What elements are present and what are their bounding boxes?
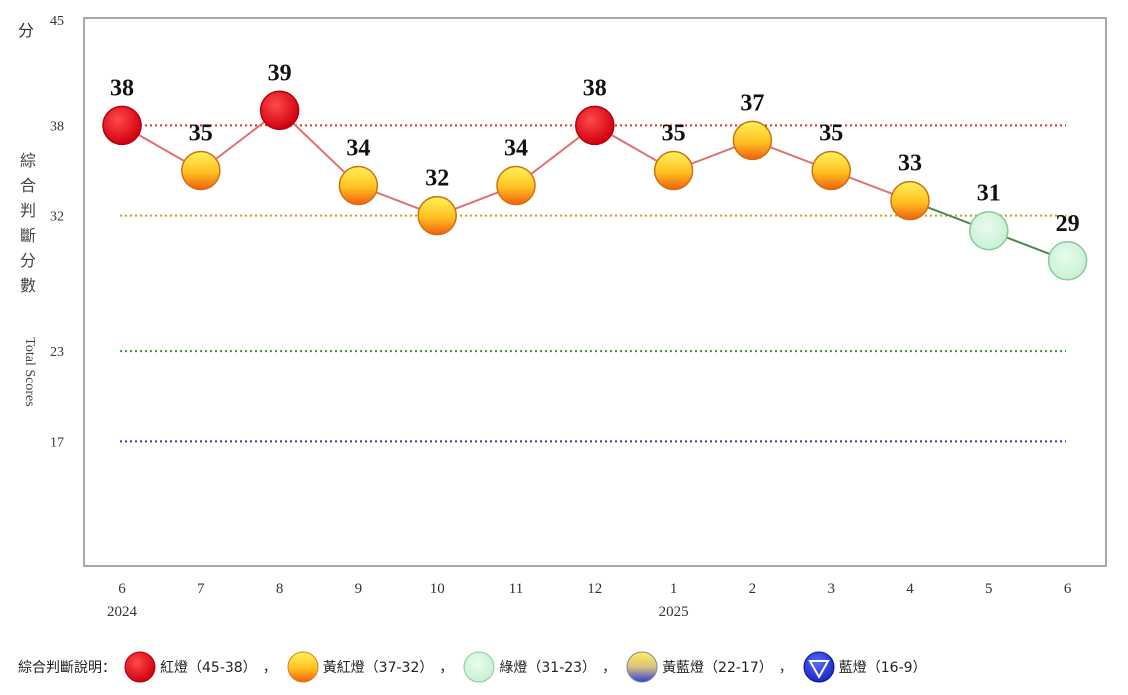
x-year-label: 2025 xyxy=(659,604,689,620)
data-point-light xyxy=(653,150,694,191)
legend-item-yellow-red: 黃紅燈（37-32） xyxy=(285,650,434,684)
score-series: 38 35 39 34 32 34 38 35 37 35 33 31 29 xyxy=(102,60,1088,281)
data-point-light xyxy=(811,150,851,191)
y-tick-label: 17 xyxy=(50,435,64,450)
legend-label-blue: 藍燈（16-9） xyxy=(838,660,927,676)
data-label: 37 xyxy=(740,90,764,116)
data-point-light xyxy=(732,120,773,161)
data-label: 35 xyxy=(819,121,843,147)
data-point-light xyxy=(181,150,221,191)
yellow-red-light-icon xyxy=(287,651,319,683)
data-point-light xyxy=(102,105,142,146)
data-point-light xyxy=(259,90,300,131)
legend-item-green: 綠燈（31-23） xyxy=(461,650,596,684)
legend-label-red: 紅燈（45-38） xyxy=(160,660,257,676)
x-tick-label: 6 xyxy=(1064,581,1072,597)
x-tick-label: 7 xyxy=(197,581,205,597)
data-label: 34 xyxy=(504,136,528,162)
legend-item-red: 紅燈（45-38） xyxy=(122,650,257,684)
x-tick-label: 3 xyxy=(827,581,835,597)
data-label: 38 xyxy=(583,75,607,101)
data-label: 35 xyxy=(662,121,686,147)
data-point-light xyxy=(338,165,379,206)
y-axis-label-char: 斷 xyxy=(20,226,36,245)
legend-label-yellow-red: 黃紅燈（37-32） xyxy=(322,660,434,676)
y-tick-label: 23 xyxy=(50,345,64,360)
data-point-light xyxy=(890,180,930,221)
x-tick-label: 4 xyxy=(906,581,914,597)
x-tick-label: 8 xyxy=(276,581,284,597)
legend-item-blue: 藍燈（16-9） xyxy=(801,650,927,684)
data-label: 39 xyxy=(268,60,292,86)
y-axis-label-char: 數 xyxy=(20,276,36,295)
data-label: 29 xyxy=(1056,211,1080,237)
data-point-light xyxy=(969,210,1009,251)
x-tick-label: 10 xyxy=(430,581,445,597)
data-label: 32 xyxy=(425,166,449,192)
legend-label-green: 綠燈（31-23） xyxy=(499,660,597,676)
data-label: 38 xyxy=(110,75,134,101)
y-tick-label: 32 xyxy=(50,210,64,225)
data-label: 33 xyxy=(898,151,922,177)
y-axis-label-char: 分 xyxy=(20,251,36,270)
data-point-light xyxy=(1047,241,1088,281)
data-label: 31 xyxy=(977,181,1001,207)
legend-separator: ， xyxy=(439,660,454,676)
y-unit-label: 分 xyxy=(18,21,34,40)
legend-title: 綜合判斷說明： xyxy=(18,660,116,676)
x-tick-label: 12 xyxy=(587,581,602,597)
data-label: 35 xyxy=(189,121,213,147)
y-axis-ticks: 45 38 32 23 17 xyxy=(50,14,64,450)
y-axis-label-char: 合 xyxy=(20,176,36,195)
legend-separator: ， xyxy=(262,660,277,676)
data-point-light xyxy=(575,105,615,146)
data-point-light xyxy=(417,195,457,236)
x-tick-label: 5 xyxy=(985,581,993,597)
yellow-blue-light-icon xyxy=(626,651,658,683)
green-light-icon xyxy=(463,651,495,683)
legend-label-yellow-blue: 黃藍燈（22-17） xyxy=(662,660,773,676)
x-tick-label: 2 xyxy=(749,581,757,597)
x-tick-label: 1 xyxy=(670,581,678,597)
x-tick-label: 6 xyxy=(118,581,126,597)
y-tick-label: 38 xyxy=(50,119,64,134)
blue-light-icon xyxy=(803,651,835,683)
data-label: 34 xyxy=(346,136,370,162)
red-light-icon xyxy=(124,651,156,683)
x-year-label: 2024 xyxy=(107,604,138,620)
y-axis-label-en: Total Scores xyxy=(22,337,37,406)
legend-item-yellow-blue: 黃藍燈（22-17） xyxy=(624,650,773,684)
legend-separator: ， xyxy=(602,660,617,676)
legend-separator: ， xyxy=(778,660,793,676)
x-tick-label: 9 xyxy=(355,581,363,597)
y-tick-label: 45 xyxy=(50,14,64,29)
data-point-light xyxy=(496,165,536,206)
y-axis-label-char: 判 xyxy=(20,201,36,220)
y-axis-label-char: 綜 xyxy=(20,151,36,170)
x-tick-label: 11 xyxy=(509,581,523,597)
legend: 綜合判斷說明： 紅燈（45-38） ， 黃紅燈（37-32） ， 綠燈（31-2… xyxy=(18,650,927,684)
